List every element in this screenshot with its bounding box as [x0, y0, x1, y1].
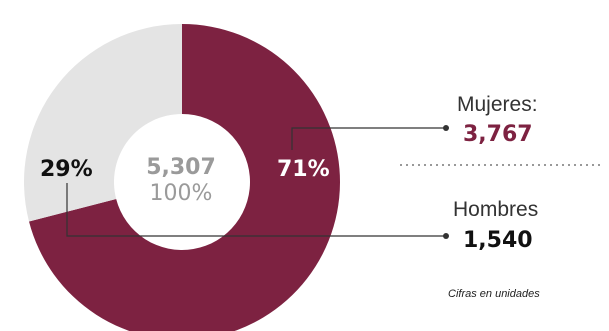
total-percent: 100%: [149, 181, 213, 206]
donut-slice-hombres: [23, 24, 182, 222]
hombres-legend-name: Hombres: [453, 198, 539, 221]
hombres-percent-label: 29%: [40, 157, 93, 182]
hombres-legend-value: 1,540: [463, 228, 533, 253]
footnote: Cifras en unidades: [448, 288, 540, 300]
mujeres-legend-name: Mujeres:: [457, 93, 538, 116]
mujeres-percent-label: 71%: [277, 157, 330, 182]
mujeres-connector-dot: [443, 125, 449, 131]
total-value: 5,307: [146, 155, 216, 180]
hombres-connector-line: [66, 183, 446, 237]
hombres-connector-dot: [443, 233, 449, 239]
legend-connectors: [66, 125, 600, 239]
donut-slices: [23, 24, 340, 331]
donut-slice-mujeres: [29, 24, 340, 331]
mujeres-legend-value: 3,767: [463, 122, 533, 147]
mujeres-connector-line: [291, 127, 446, 150]
